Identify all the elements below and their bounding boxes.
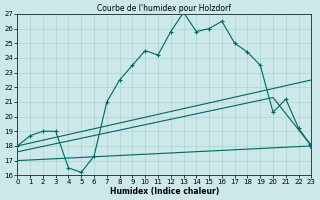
Title: Courbe de l'humidex pour Holzdorf: Courbe de l'humidex pour Holzdorf (97, 4, 231, 13)
X-axis label: Humidex (Indice chaleur): Humidex (Indice chaleur) (110, 187, 219, 196)
